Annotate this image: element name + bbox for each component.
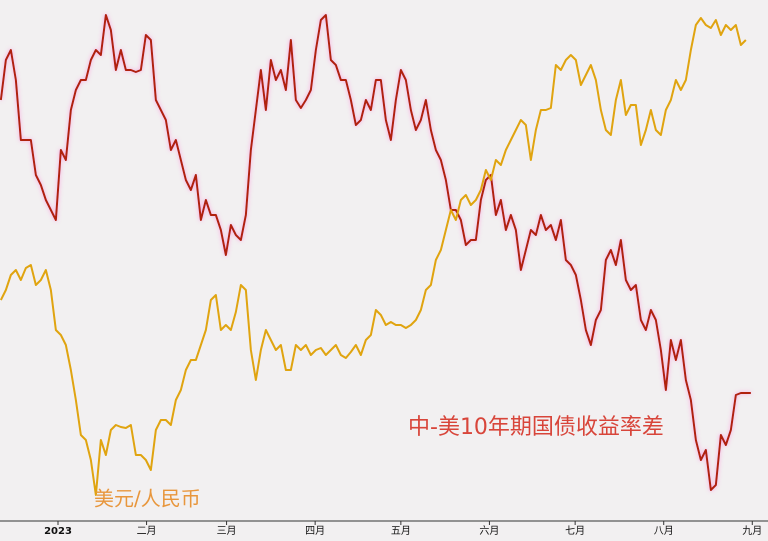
x-tick-label: 2023 xyxy=(44,526,72,537)
series-label: 中-美10年期国债收益率差 xyxy=(408,415,664,440)
x-tick-label: 六月 xyxy=(479,525,499,537)
series-line xyxy=(0,14,751,491)
x-tick-label: 五月 xyxy=(391,525,411,537)
series-line xyxy=(0,17,747,496)
x-tick-label: 九月 xyxy=(742,525,762,537)
x-tick-label: 七月 xyxy=(565,525,585,537)
x-tick-label: 八月 xyxy=(654,525,674,537)
x-tick-label: 四月 xyxy=(305,525,325,537)
x-tick-label: 三月 xyxy=(217,525,237,537)
series-label: 美元/人民币 xyxy=(94,487,201,511)
x-tick-label: 二月 xyxy=(137,525,157,537)
